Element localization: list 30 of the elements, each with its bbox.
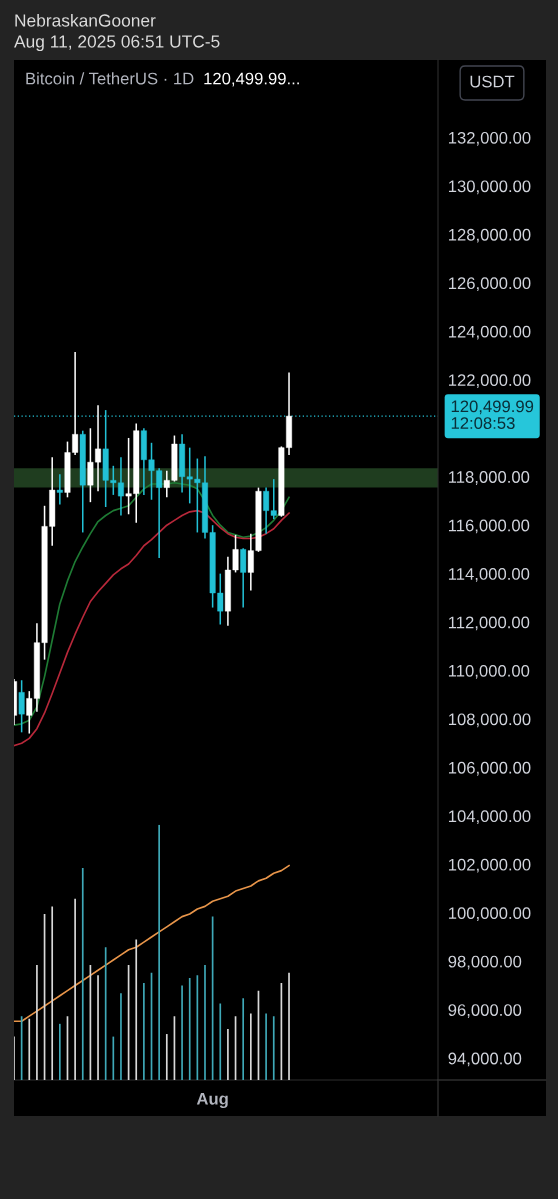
y-tick-label: 126,000.00 [448,277,531,292]
y-tick-label: 106,000.00 [448,761,531,776]
y-tick-label: 96,000.00 [448,1004,522,1018]
text: 120,499.99... [204,72,299,87]
y-tick-label: 100,000.00 [448,907,531,921]
ref-line-label: 120,499.99 12:08:53 [451,400,534,429]
text: Bitcoin / TetherUS · 1D [26,72,194,85]
y-tick-label: 124,000.00 [448,325,531,340]
y-tick-label: 94,000.00 [448,1052,522,1067]
y-tick-label: 108,000.00 [448,713,531,728]
y-tick-label: 104,000.00 [448,810,531,825]
y-tick-label: 118,000.00 [448,471,530,485]
candlestick [18,679,25,734]
candlestick [56,473,63,506]
y-tick-label: 128,000.00 [448,228,531,243]
y-tick-label: 116,000.00 [448,519,530,534]
text: Aug 11, 2025 06:51 UTC-5 [14,35,220,52]
y-axis-title: USDT [470,75,515,88]
y-tick-label: 130,000.00 [448,180,531,195]
candlestick [240,547,247,609]
y-tick-label: 132,000.00 [448,131,531,146]
y-tick-label: 114,000.00 [448,568,530,582]
y-tick-label: 110,000.00 [448,664,530,679]
x-tick-label: Aug [196,1093,228,1109]
text: NebraskanGooner [15,13,156,27]
y-tick-label: 122,000.00 [448,374,531,388]
y-tick-label: 98,000.00 [448,955,522,970]
y-tick-label: 112,000.00 [448,616,530,631]
line-series [14,509,290,747]
y-tick-label: 102,000.00 [448,858,531,873]
